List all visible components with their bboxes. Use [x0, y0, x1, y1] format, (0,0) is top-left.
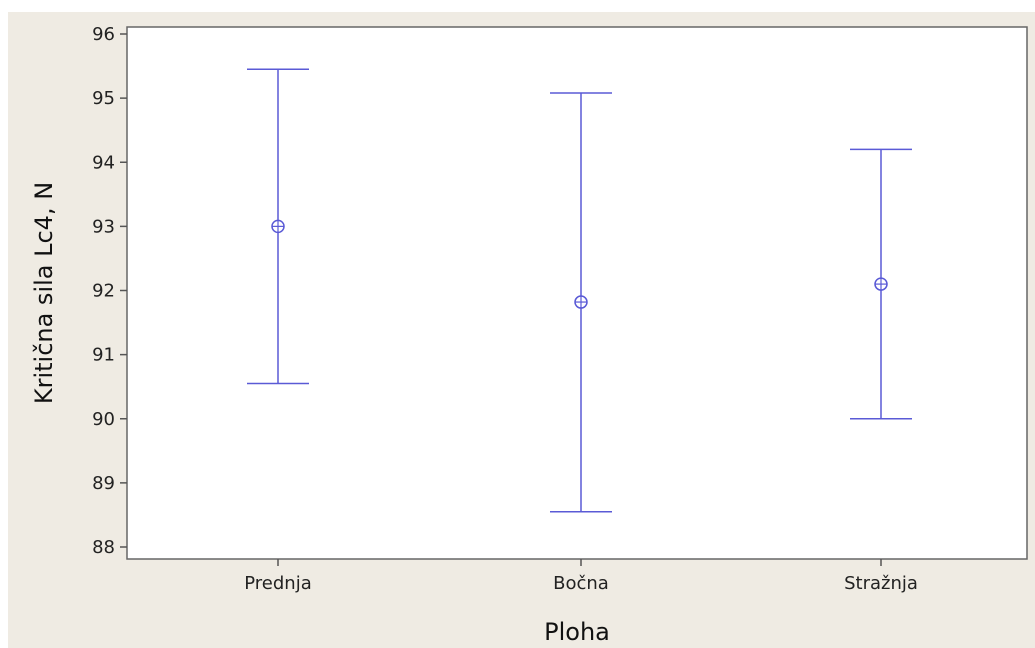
x-tick-label: Prednja [244, 573, 311, 594]
plot-area [126, 26, 1028, 560]
x-axis: Prednja Bočna Stražnja [244, 559, 918, 594]
x-tick-label: Stražnja [844, 573, 918, 594]
x-axis-title: Ploha [544, 618, 610, 646]
chart-frame: 88 89 90 91 92 93 94 95 96 Prednja Bočna Stražnja … [8, 12, 1035, 648]
y-tick-label: 96 [92, 24, 115, 45]
y-tick-label: 92 [92, 281, 115, 302]
y-tick-label: 93 [92, 216, 115, 237]
y-tick-label: 90 [92, 409, 115, 430]
y-tick-label: 91 [92, 345, 115, 366]
intervals [247, 68, 912, 513]
y-tick-label: 95 [92, 88, 115, 109]
y-axis-title: Kritična sila Lc4, N [30, 182, 58, 404]
y-axis: 88 89 90 91 92 93 94 95 96 [92, 24, 127, 558]
y-tick-label: 94 [92, 152, 115, 173]
x-tick-label: Bočna [553, 573, 609, 594]
y-tick-label: 89 [92, 473, 115, 494]
y-tick-label: 88 [92, 537, 115, 558]
